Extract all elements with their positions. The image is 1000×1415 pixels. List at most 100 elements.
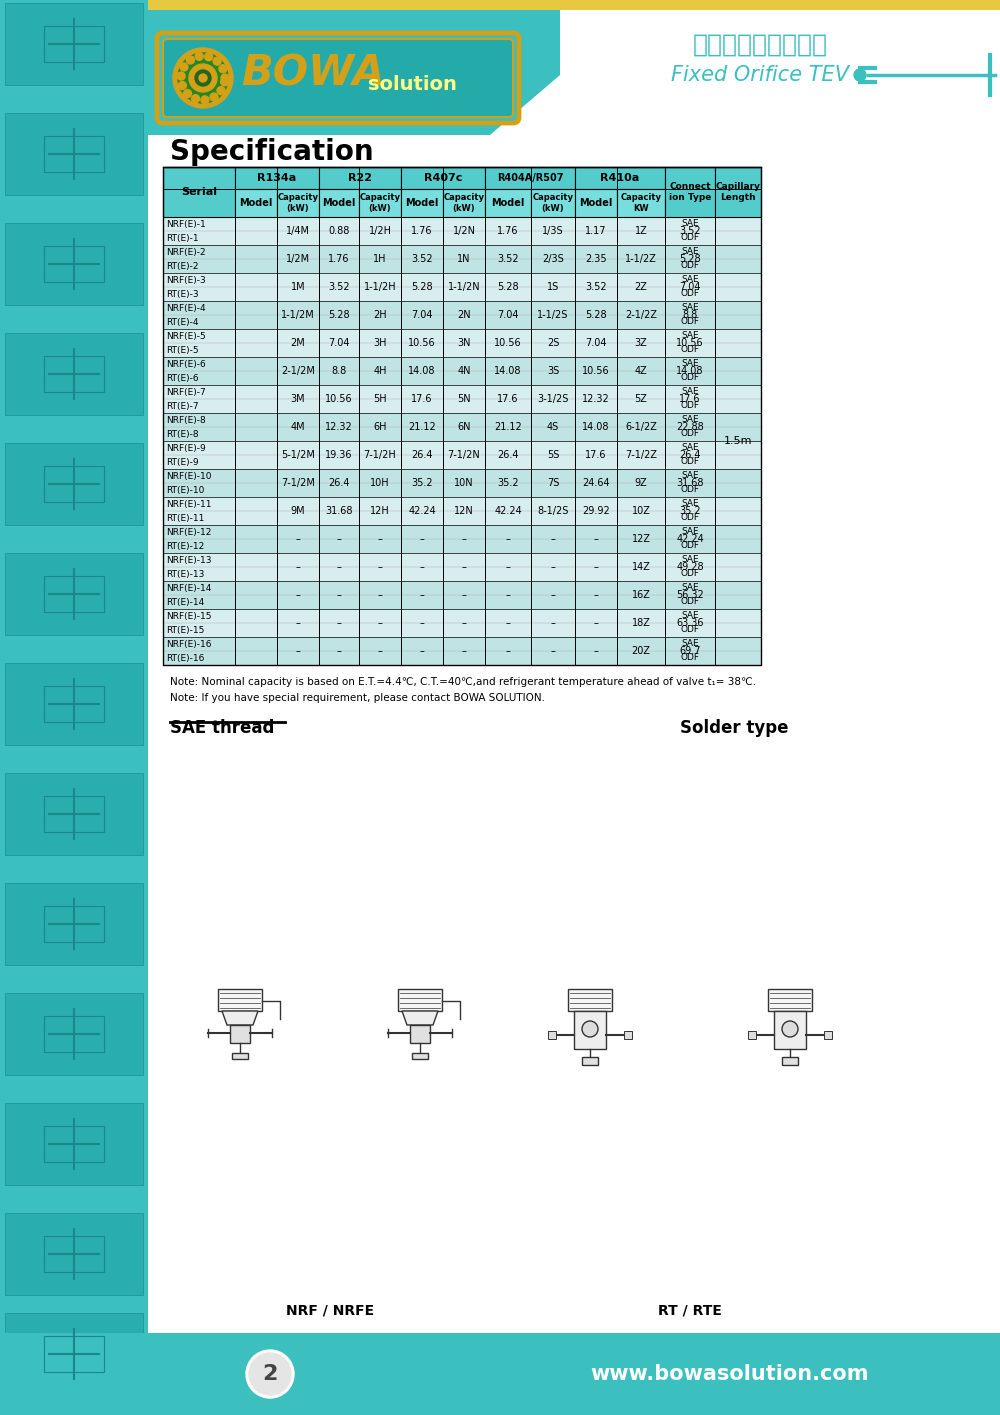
Text: 10.56: 10.56 — [676, 338, 704, 348]
Bar — [163, 245, 761, 273]
Text: 17.6: 17.6 — [411, 393, 433, 405]
Text: –: – — [420, 647, 424, 657]
Text: Model: Model — [405, 198, 439, 208]
Text: –: – — [296, 562, 300, 572]
Text: RT(E)-15: RT(E)-15 — [166, 625, 204, 634]
Bar — [548, 1032, 556, 1039]
Bar — [824, 1032, 832, 1039]
Text: 35.2: 35.2 — [411, 478, 433, 488]
Text: SAE: SAE — [681, 276, 699, 284]
Circle shape — [221, 78, 229, 86]
Bar — [568, 989, 612, 1010]
Text: –: – — [337, 562, 341, 572]
FancyBboxPatch shape — [163, 40, 513, 117]
Bar — [0, 0, 148, 1415]
Text: 1-1/2N: 1-1/2N — [448, 282, 480, 291]
Text: 7-1/2H: 7-1/2H — [364, 450, 396, 460]
Text: 2-1/2M: 2-1/2M — [281, 366, 315, 376]
Text: RT(E)-1: RT(E)-1 — [166, 233, 199, 242]
Text: 5.28: 5.28 — [679, 255, 701, 265]
Text: –: – — [337, 618, 341, 628]
Bar — [44, 466, 104, 502]
Text: Capacity
(kW): Capacity (kW) — [444, 194, 484, 212]
Text: –: – — [506, 618, 510, 628]
Text: NRF(E)-16: NRF(E)-16 — [166, 640, 212, 648]
Text: 2S: 2S — [547, 338, 559, 348]
Bar — [412, 1053, 428, 1058]
Text: –: – — [551, 618, 555, 628]
Circle shape — [186, 57, 194, 64]
Text: 2Z: 2Z — [635, 282, 647, 291]
Bar — [44, 686, 104, 722]
Text: SAE: SAE — [681, 331, 699, 341]
Text: –: – — [378, 590, 382, 600]
Bar — [163, 167, 761, 665]
Text: NRF(E)-13: NRF(E)-13 — [166, 556, 212, 565]
Text: 56.32: 56.32 — [676, 590, 704, 600]
Text: 4H: 4H — [373, 366, 387, 376]
Text: 7-1/2N: 7-1/2N — [448, 450, 480, 460]
Text: 5.28: 5.28 — [497, 282, 519, 291]
Text: 14.08: 14.08 — [676, 366, 704, 376]
Text: 26.4: 26.4 — [411, 450, 433, 460]
Text: 17.6: 17.6 — [585, 450, 607, 460]
Text: 3.52: 3.52 — [585, 282, 607, 291]
Text: 1.17: 1.17 — [585, 226, 607, 236]
Text: 3-1/2S: 3-1/2S — [537, 393, 569, 405]
Text: 9Z: 9Z — [635, 478, 647, 488]
Bar — [230, 1024, 250, 1043]
Text: 9M: 9M — [291, 507, 305, 516]
Text: 5-1/2M: 5-1/2M — [281, 450, 315, 460]
Text: 1/2N: 1/2N — [452, 226, 476, 236]
Bar — [624, 1032, 632, 1039]
Text: 2H: 2H — [373, 310, 387, 320]
Text: SAE: SAE — [681, 471, 699, 481]
Text: R407c: R407c — [424, 173, 462, 183]
Bar — [163, 357, 761, 385]
Text: –: – — [337, 533, 341, 543]
Text: –: – — [551, 562, 555, 572]
Bar — [163, 441, 761, 468]
Text: ODF: ODF — [680, 233, 700, 242]
Text: –: – — [378, 533, 382, 543]
Text: 2M: 2M — [291, 338, 305, 348]
Text: NRF(E)-14: NRF(E)-14 — [166, 583, 211, 593]
Text: 1/4M: 1/4M — [286, 226, 310, 236]
Text: 10.56: 10.56 — [494, 338, 522, 348]
Text: 4S: 4S — [547, 422, 559, 432]
Text: NRF(E)-15: NRF(E)-15 — [166, 611, 212, 621]
Text: ODF: ODF — [680, 317, 700, 327]
Text: NRF(E)-4: NRF(E)-4 — [166, 303, 206, 313]
Bar — [485, 190, 531, 216]
Bar — [410, 1024, 430, 1043]
Text: Note: If you have special requirement, please contact BOWA SOLUTION.: Note: If you have special requirement, p… — [170, 693, 545, 703]
Text: 3.52: 3.52 — [411, 255, 433, 265]
Bar — [232, 1053, 248, 1058]
Circle shape — [195, 52, 203, 61]
Text: –: – — [594, 562, 598, 572]
Text: RT / RTE: RT / RTE — [658, 1303, 722, 1317]
Text: ODF: ODF — [680, 262, 700, 270]
Text: Serial: Serial — [181, 187, 217, 197]
Text: 10.56: 10.56 — [408, 338, 436, 348]
Text: SAE: SAE — [681, 611, 699, 621]
Text: 7.04: 7.04 — [585, 338, 607, 348]
Text: 8.8: 8.8 — [682, 310, 698, 320]
Text: –: – — [506, 590, 510, 600]
Text: 69.7: 69.7 — [679, 647, 701, 657]
Text: 1S: 1S — [547, 282, 559, 291]
Text: NRF(E)-9: NRF(E)-9 — [166, 443, 206, 453]
Text: 5.28: 5.28 — [585, 310, 607, 320]
Text: RT(E)-8: RT(E)-8 — [166, 430, 199, 439]
Text: Specification: Specification — [170, 139, 374, 166]
Circle shape — [213, 57, 221, 65]
Text: 14.08: 14.08 — [494, 366, 522, 376]
Bar — [574, 1010, 606, 1049]
Text: RT(E)-16: RT(E)-16 — [166, 654, 204, 662]
Text: Solder type: Solder type — [680, 719, 788, 737]
Text: 7S: 7S — [547, 478, 559, 488]
Bar — [163, 273, 761, 301]
Text: –: – — [420, 618, 424, 628]
Text: 7-1/2Z: 7-1/2Z — [625, 450, 657, 460]
Text: –: – — [296, 590, 300, 600]
